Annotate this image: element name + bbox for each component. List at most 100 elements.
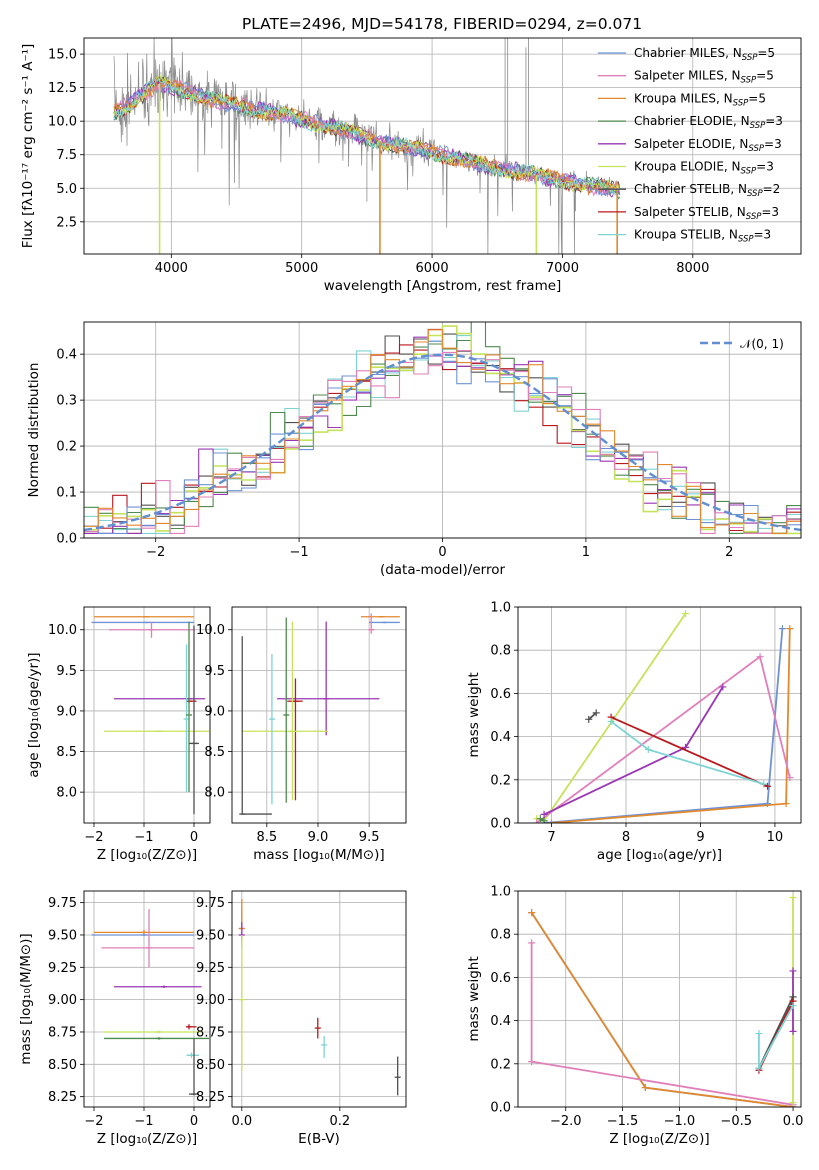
- mass_vs_ebv-plot-area: [238, 898, 401, 1096]
- mass_weight_vs_Z-xtick-label: −1.5: [607, 1114, 639, 1129]
- mass_weight_vs_Z-ytick-label: 0.6: [490, 971, 511, 986]
- mass_weight_vs_Z-marker-kroupa-elodie: [789, 893, 797, 901]
- spectrum-ytick-label: 12.5: [48, 81, 77, 96]
- mass_vs_Z-ylabel: mass [log₁₀(M/M⊙)]: [18, 933, 34, 1064]
- mass_vs_ebv-xlabel: E(B-V): [298, 1131, 340, 1147]
- mass_vs_ebv-ytick-label: 9.00: [196, 993, 225, 1008]
- mass_weight_vs_Z-marker-kroupa-stelib: [789, 1001, 797, 1009]
- legend-label-kroupa-stelib: Kroupa STELIB, NSSP=3: [634, 228, 771, 245]
- residual_histogram-xlabel: (data-model)/error: [380, 562, 506, 578]
- residual_histogram-ytick-label: 0.4: [56, 348, 77, 363]
- residual_histogram-xtick-label: 1: [582, 545, 590, 560]
- mass_weight_vs_age-marker-chabrier-stelib: [585, 715, 593, 723]
- age_vs_Z-xtick-label: −2: [84, 830, 103, 845]
- spectrum-plot-area: [113, 38, 621, 254]
- mass_weight_vs_age-marker-kroupa-stelib: [607, 717, 615, 725]
- spectrum-ylabel: Flux [fλ10⁻¹⁷ erg cm⁻² s⁻¹ A⁻¹]: [20, 44, 36, 249]
- age_vs_mass-xlabel: mass [log₁₀(M/M⊙)]: [253, 847, 384, 863]
- mass_weight_vs_age-marker-chabrier-miles: [778, 625, 786, 633]
- spectrum-ytick-label: 10.0: [48, 115, 77, 130]
- spectrum-panel: 4000 5000 6000 7000 8000 2.5 5.0 7.5 10.0 12.5 15.…: [20, 37, 802, 294]
- age_vs_mass-plot-area: [239, 613, 400, 815]
- spectrum-xlabel: wavelength [Angstrom, rest frame]: [324, 278, 562, 294]
- mass_vs_Z-xtick-label: −1: [134, 1114, 153, 1129]
- age_vs_Z-panel: −2 −1 0 8.0 8.5 9.0 9.5 10.0 Z [log₁₀(Z/Z⊙)] age …: [26, 606, 211, 863]
- spectrum-ytick-label: 2.5: [56, 215, 77, 230]
- mass_weight_vs_Z-xtick-label: 0.0: [783, 1114, 804, 1129]
- mass_weight_vs_age-marker-kroupa-stelib: [760, 780, 768, 788]
- mass_vs_Z-xtick-label: 0: [190, 1114, 198, 1129]
- mass_weight_vs_age-ytick-label: 0.4: [490, 730, 511, 745]
- gaussian-curve: [84, 353, 801, 532]
- mass_weight_vs_age-marker-kroupa-miles: [782, 800, 790, 808]
- legend-subscript: SSP: [738, 235, 754, 245]
- mass_weight_vs_age-xlabel: age [log₁₀(age/yr)]: [597, 847, 722, 863]
- legend-count: =5: [748, 91, 766, 105]
- mass_weight_vs_age-plot-area: [533, 609, 794, 823]
- mass_weight_vs_age-ytick-label: 0.0: [490, 817, 511, 832]
- mass_vs_ebv-ytick-label: 9.25: [196, 961, 225, 976]
- spectrum-xtick-label: 5000: [285, 261, 318, 276]
- legend-subscript: SSP: [741, 167, 757, 177]
- mass_vs_ebv-ytick-label: 8.75: [196, 1025, 225, 1040]
- mass_weight_vs_age-xtick-label: 10: [767, 830, 784, 845]
- spectrum-ytick-label: 5.0: [56, 182, 77, 197]
- mass_weight_vs_age-marker-kroupa-miles: [548, 819, 556, 823]
- legend-subscript: SSP: [748, 144, 764, 154]
- mass_vs_Z-ytick-label: 8.25: [48, 1090, 77, 1105]
- mass_weight_vs_Z-marker-salpeter-elodie: [789, 1027, 797, 1035]
- spectrum-model-kroupa-miles: [113, 77, 621, 196]
- mass_weight_vs_Z-marker-kroupa-miles: [641, 1084, 649, 1092]
- mass_weight_vs_age-marker-kroupa-stelib: [644, 746, 652, 754]
- age_vs_Z-ytick-label: 9.0: [56, 704, 77, 719]
- age_vs_Z-ytick-label: 8.5: [56, 745, 77, 760]
- legend-subscript: SSP: [746, 212, 762, 222]
- age_vs_mass-frame: [231, 606, 407, 824]
- legend-label-kroupa-elodie: Kroupa ELODIE, NSSP=3: [634, 160, 774, 177]
- mass_weight_vs_age-panel: 7 8 9 10 0.0 0.2 0.4 0.6 0.8 1.0 age [log₁₀(age/yr…: [466, 601, 802, 863]
- mass_weight_vs_age-ylabel: mass weight: [466, 672, 482, 757]
- mass_vs_Z-plot-area: [91, 909, 209, 1096]
- mass_weight_vs_Z-ytick-label: 0.0: [490, 1101, 511, 1116]
- age_vs_mass-xtick-label: 9.0: [308, 830, 329, 845]
- age_vs_mass-ytick-label: 9.5: [204, 664, 225, 679]
- mass_weight_vs_Z-ytick-label: 0.4: [490, 1014, 511, 1029]
- mass_vs_Z-frame: [83, 890, 211, 1108]
- residual_histogram-plot-area: [84, 322, 801, 535]
- mass_vs_ebv-panel: 0.0 0.2 8.25 8.50 8.75 9.00 9.25 9.50 9.75 E(B-V): [196, 890, 407, 1147]
- mass_weight_vs_age-marker-salpeter-miles: [533, 819, 541, 823]
- residual_histogram-ylabel: Normed distribution: [26, 363, 42, 498]
- mass_vs_ebv-ytick-label: 9.50: [196, 928, 225, 943]
- mass_vs_ebv-frame: [231, 890, 407, 1108]
- age_vs_mass-xtick-label: 9.5: [359, 830, 380, 845]
- mass_vs_Z-xlabel: Z [log₁₀(Z/Z⊙)]: [97, 1131, 197, 1147]
- age_vs_Z-ytick-label: 8.0: [56, 786, 77, 801]
- histogram-legend: 𝒩(0, 1): [700, 337, 784, 351]
- mass_weight_vs_Z-xtick-label: −1.0: [664, 1114, 696, 1129]
- histogram-kroupa-miles: [84, 329, 801, 534]
- legend-count: =2: [763, 182, 781, 196]
- spectrum-frame: [83, 37, 802, 255]
- mass_vs_Z-xtick-label: −2: [84, 1114, 103, 1129]
- legend-count: =3: [761, 205, 779, 219]
- mass_weight_vs_Z-marker-salpeter-miles: [528, 1058, 536, 1066]
- mass_vs_Z-ytick-label: 8.75: [48, 1025, 77, 1040]
- legend-label-salpeter-stelib: Salpeter STELIB, NSSP=3: [634, 205, 779, 222]
- legend-subscript: SSP: [747, 189, 763, 199]
- mass_weight_vs_age-marker-salpeter-miles: [756, 653, 764, 661]
- mass_weight_vs_age-xtick-label: 7: [547, 830, 555, 845]
- mass_weight_vs_Z-ytick-label: 1.0: [490, 885, 511, 900]
- figure-title: PLATE=2496, MJD=54178, FIBERID=0294, z=0…: [242, 15, 642, 33]
- mass_weight_vs_age-xtick-label: 9: [696, 830, 704, 845]
- mass_weight_vs_age-marker-chabrier-elodie: [540, 817, 548, 823]
- legend-label-salpeter-elodie: Salpeter ELODIE, NSSP=3: [634, 137, 782, 154]
- spectrum-xtick-label: 8000: [676, 261, 709, 276]
- age_vs_Z-ylabel: age [log₁₀(age/yr)]: [26, 652, 42, 777]
- residual_histogram-ytick-label: 0.0: [56, 532, 77, 547]
- age_vs_Z-xtick-label: 0: [190, 830, 198, 845]
- mass_weight_vs_Z-panel: −2.0 −1.5 −1.0 −0.5 0.0 0.0 0.2 0.4 0.6 0.8 1.0 Z […: [466, 885, 803, 1148]
- mass_weight_vs_age-ytick-label: 1.0: [490, 601, 511, 616]
- legend-gaussian-label: 𝒩(0, 1): [740, 337, 784, 351]
- legend-subscript: SSP: [741, 76, 757, 86]
- age_vs_mass-ytick-label: 8.5: [204, 745, 225, 760]
